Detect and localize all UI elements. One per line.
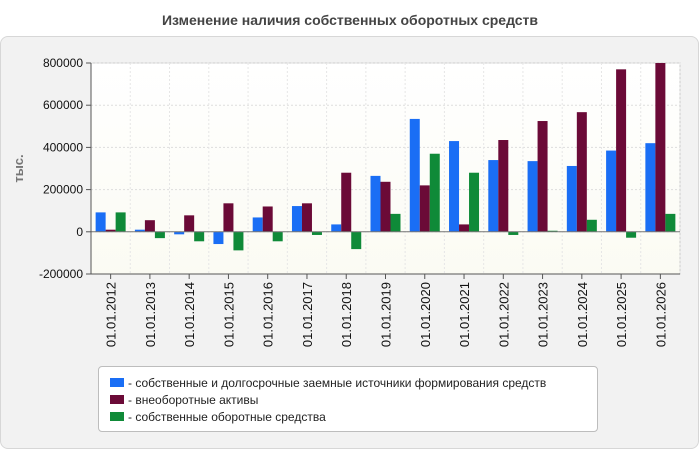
x-tick-label: 01.01.2018 bbox=[339, 282, 354, 347]
x-tick-label: 01.01.2021 bbox=[457, 282, 472, 347]
bar bbox=[233, 231, 244, 251]
bar bbox=[291, 206, 302, 232]
bar bbox=[459, 224, 470, 232]
bar bbox=[655, 63, 666, 232]
bar bbox=[449, 141, 460, 232]
bar bbox=[527, 161, 538, 232]
bar bbox=[626, 231, 637, 238]
legend-label: - собственные оборотные средства bbox=[128, 409, 326, 424]
x-tick-label: 01.01.2019 bbox=[379, 282, 394, 347]
bar bbox=[341, 172, 352, 232]
x-tick-label: 01.01.2015 bbox=[221, 282, 236, 347]
bar bbox=[616, 69, 627, 232]
x-tick-label: 01.01.2014 bbox=[182, 282, 197, 347]
bar bbox=[508, 231, 519, 235]
legend-item-own-working-capital: - собственные оборотные средства bbox=[110, 408, 597, 425]
bar bbox=[566, 165, 577, 232]
bar bbox=[144, 220, 155, 232]
x-tick-label: 01.01.2023 bbox=[536, 282, 551, 347]
x-tick-label: 01.01.2020 bbox=[418, 282, 433, 347]
legend-item-own-and-longterm-sources: - собственные и долгосрочные заемные ист… bbox=[110, 374, 597, 391]
plot-area bbox=[90, 62, 681, 275]
y-tick-label: -200000 bbox=[39, 267, 83, 281]
legend-swatch bbox=[110, 412, 124, 421]
bar bbox=[174, 231, 185, 235]
bar bbox=[606, 150, 617, 232]
bar bbox=[469, 172, 480, 232]
x-tick-label: 01.01.2026 bbox=[653, 282, 668, 347]
chart-title: Изменение наличия собственных оборотных … bbox=[161, 12, 539, 28]
x-tick-label: 01.01.2024 bbox=[575, 282, 590, 347]
bar bbox=[262, 206, 273, 232]
bar bbox=[105, 229, 116, 232]
x-tick-label: 01.01.2025 bbox=[614, 282, 629, 347]
y-tick-label: 600000 bbox=[43, 98, 83, 112]
legend-item-noncurrent-assets: - внеоборотные активы bbox=[110, 391, 597, 408]
bar bbox=[488, 160, 499, 232]
bar bbox=[252, 217, 263, 232]
legend-label: - внеоборотные активы bbox=[128, 392, 259, 407]
bar bbox=[665, 213, 676, 232]
bar bbox=[380, 181, 391, 232]
bar bbox=[184, 215, 195, 232]
bar bbox=[194, 231, 205, 242]
bar bbox=[223, 203, 234, 232]
bar bbox=[301, 203, 312, 232]
bar bbox=[134, 229, 145, 232]
legend-label: - собственные и долгосрочные заемные ист… bbox=[128, 375, 547, 390]
bars bbox=[95, 63, 676, 251]
y-tick-label: 200000 bbox=[43, 183, 83, 197]
bar bbox=[419, 185, 430, 232]
x-tick-label: 01.01.2012 bbox=[104, 282, 119, 347]
y-tick-label: 0 bbox=[76, 225, 83, 239]
bar bbox=[115, 212, 126, 232]
bar bbox=[498, 140, 509, 232]
y-tick-label: 800000 bbox=[43, 56, 83, 70]
bar bbox=[331, 224, 342, 232]
x-tick-label: 01.01.2016 bbox=[261, 282, 276, 347]
bar bbox=[429, 153, 440, 232]
bar bbox=[547, 230, 558, 232]
bar bbox=[537, 121, 548, 232]
x-tick-label: 01.01.2013 bbox=[143, 282, 158, 347]
y-axis-label: тыс. bbox=[11, 154, 26, 182]
x-tick-label: 01.01.2022 bbox=[496, 282, 511, 347]
bar bbox=[370, 175, 381, 232]
bar bbox=[213, 231, 224, 245]
bar bbox=[576, 112, 587, 232]
y-tick-label: 400000 bbox=[43, 140, 83, 154]
bar bbox=[95, 212, 106, 232]
bar bbox=[351, 231, 362, 250]
legend-swatch bbox=[110, 395, 124, 404]
bar bbox=[586, 219, 597, 232]
bar bbox=[390, 213, 401, 232]
bar bbox=[409, 118, 420, 232]
bar bbox=[154, 231, 165, 239]
axes: -200000 0 200000 400000 600000 800000 01.01.20… bbox=[39, 56, 680, 347]
x-tick-label: 01.01.2017 bbox=[300, 282, 315, 347]
legend: - собственные и долгосрочные заемные ист… bbox=[98, 366, 598, 432]
bar bbox=[645, 143, 656, 232]
gridlines bbox=[90, 62, 681, 275]
bar bbox=[311, 231, 322, 235]
bar bbox=[272, 231, 283, 242]
legend-swatch bbox=[110, 378, 124, 387]
